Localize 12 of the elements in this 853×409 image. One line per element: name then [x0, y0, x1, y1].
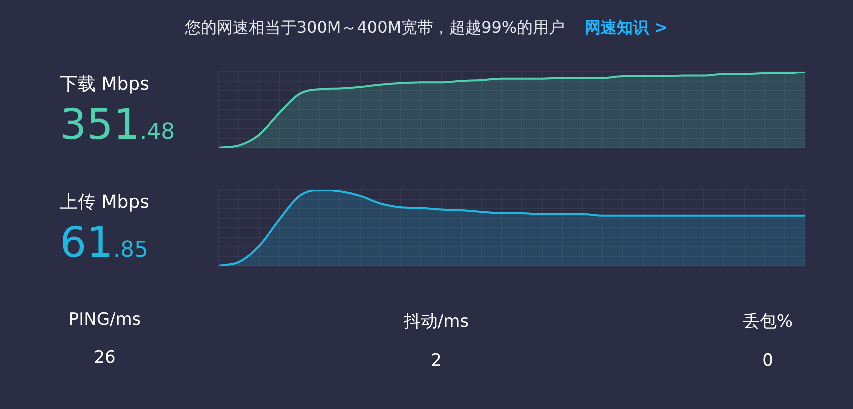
text: 网速知识 > — [585, 18, 668, 37]
text: 351.48 — [60, 100, 176, 148]
text: 2 — [430, 351, 443, 371]
chart-title: 上传 Mbps — [60, 190, 150, 214]
text: 丢包% — [742, 311, 794, 333]
text: 26 — [93, 348, 117, 368]
chart-title: 下载 Mbps — [60, 72, 150, 96]
text: PING/ms — [68, 310, 142, 330]
text: 61.85 — [60, 218, 148, 266]
text: 您的网速相当于300M～400M宽带，超越99%的用户 — [184, 18, 566, 37]
text: 抖动/ms — [402, 311, 470, 333]
text: 0 — [762, 351, 774, 371]
